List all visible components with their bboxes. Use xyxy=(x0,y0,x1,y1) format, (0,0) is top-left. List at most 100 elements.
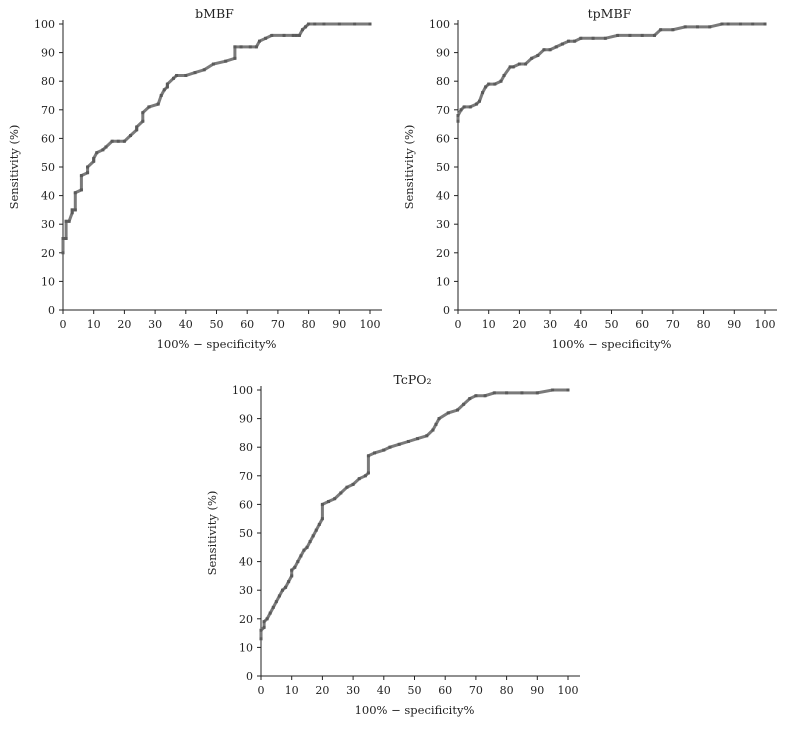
x-tick-label: 70 xyxy=(666,318,680,331)
roc-point xyxy=(101,148,105,152)
roc-point xyxy=(505,391,509,395)
roc-point xyxy=(270,33,274,37)
y-tick-label: 40 xyxy=(41,190,55,203)
roc-point xyxy=(671,28,675,32)
x-tick-label: 80 xyxy=(302,318,316,331)
y-tick-label: 70 xyxy=(41,104,55,117)
roc-point xyxy=(368,22,372,26)
roc-curve-line xyxy=(456,22,765,122)
y-tick-label: 80 xyxy=(239,441,253,454)
roc-point xyxy=(116,139,120,143)
roc-point xyxy=(726,22,730,26)
roc-point xyxy=(307,22,311,26)
roc-point xyxy=(357,477,361,481)
y-tick-label: 0 xyxy=(443,304,450,317)
roc-point xyxy=(652,33,656,37)
roc-point xyxy=(313,22,317,26)
x-tick-label: 30 xyxy=(543,318,557,331)
roc-point xyxy=(683,25,687,29)
y-tick-label: 50 xyxy=(41,161,55,174)
roc-point xyxy=(397,442,401,446)
roc-point xyxy=(603,36,607,40)
roc-point xyxy=(320,517,324,521)
x-tick-label: 100 xyxy=(755,318,776,331)
roc-point xyxy=(147,105,151,109)
roc-point xyxy=(135,125,139,129)
roc-point xyxy=(122,139,126,143)
x-tick-label: 70 xyxy=(469,684,483,697)
roc-point xyxy=(284,585,288,589)
roc-point xyxy=(493,82,497,86)
roc-point xyxy=(92,156,96,160)
roc-point xyxy=(333,497,337,501)
roc-point xyxy=(474,394,478,398)
roc-point xyxy=(304,25,308,29)
roc-point xyxy=(268,611,272,615)
roc-point xyxy=(431,428,435,432)
roc-point xyxy=(259,637,263,641)
roc-point xyxy=(524,62,528,66)
roc-point xyxy=(165,82,169,86)
y-tick-label: 20 xyxy=(41,247,55,260)
roc-point xyxy=(468,105,472,109)
roc-point xyxy=(551,388,555,392)
roc-point xyxy=(274,600,278,604)
roc-point xyxy=(492,391,496,395)
roc-point xyxy=(573,39,577,43)
roc-point xyxy=(363,474,367,478)
roc-point xyxy=(339,491,343,495)
roc-point xyxy=(487,82,491,86)
roc-point xyxy=(233,56,237,60)
y-tick-label: 0 xyxy=(246,670,253,683)
roc-point xyxy=(468,397,472,401)
roc-point xyxy=(345,485,349,489)
roc-point xyxy=(280,588,284,592)
roc-point xyxy=(73,191,77,195)
roc-point xyxy=(162,88,166,92)
roc-point xyxy=(129,134,133,138)
x-tick-label: 90 xyxy=(530,684,544,697)
y-axis-label: Sensitivity (%) xyxy=(205,491,219,576)
roc-point xyxy=(425,434,429,438)
x-tick-label: 0 xyxy=(258,684,265,697)
roc-point xyxy=(317,522,321,526)
x-tick-label: 50 xyxy=(408,684,422,697)
y-axis-label: Sensitivity (%) xyxy=(7,125,21,210)
x-tick-label: 70 xyxy=(271,318,285,331)
roc-point xyxy=(264,36,268,40)
roc-point xyxy=(548,48,552,52)
roc-point xyxy=(511,65,515,69)
y-tick-label: 90 xyxy=(41,47,55,60)
roc-chart-2: 0 10 20 30 40 50 60 70 80 90 100 0 10 20 30 40 50 60 70 80 9… xyxy=(402,6,777,351)
x-axis-label: 100% − specificity% xyxy=(552,337,672,351)
roc-point xyxy=(64,219,68,223)
roc-curve-line xyxy=(61,22,370,253)
roc-point xyxy=(135,128,139,132)
roc-point xyxy=(70,208,74,212)
roc-point xyxy=(282,33,286,37)
roc-point xyxy=(406,439,410,443)
roc-point xyxy=(141,111,145,115)
roc-point xyxy=(382,448,386,452)
x-axis-label: 100% − specificity% xyxy=(157,337,277,351)
roc-point xyxy=(508,65,512,69)
x-tick-label: 50 xyxy=(210,318,224,331)
roc-point xyxy=(456,114,460,118)
roc-point xyxy=(79,174,83,178)
roc-point xyxy=(520,391,524,395)
roc-point xyxy=(233,45,237,49)
roc-point xyxy=(481,91,485,95)
roc-point xyxy=(277,594,281,598)
roc-point xyxy=(567,39,571,43)
y-tick-label: 90 xyxy=(436,47,450,60)
roc-point xyxy=(499,79,503,83)
roc-point xyxy=(175,73,179,77)
roc-curve-line xyxy=(259,388,568,639)
x-tick-label: 10 xyxy=(87,318,101,331)
y-tick-label: 30 xyxy=(436,218,450,231)
roc-point xyxy=(640,33,644,37)
roc-point xyxy=(483,394,487,398)
roc-point xyxy=(502,73,506,77)
y-tick-label: 0 xyxy=(48,304,55,317)
roc-point xyxy=(566,388,570,392)
